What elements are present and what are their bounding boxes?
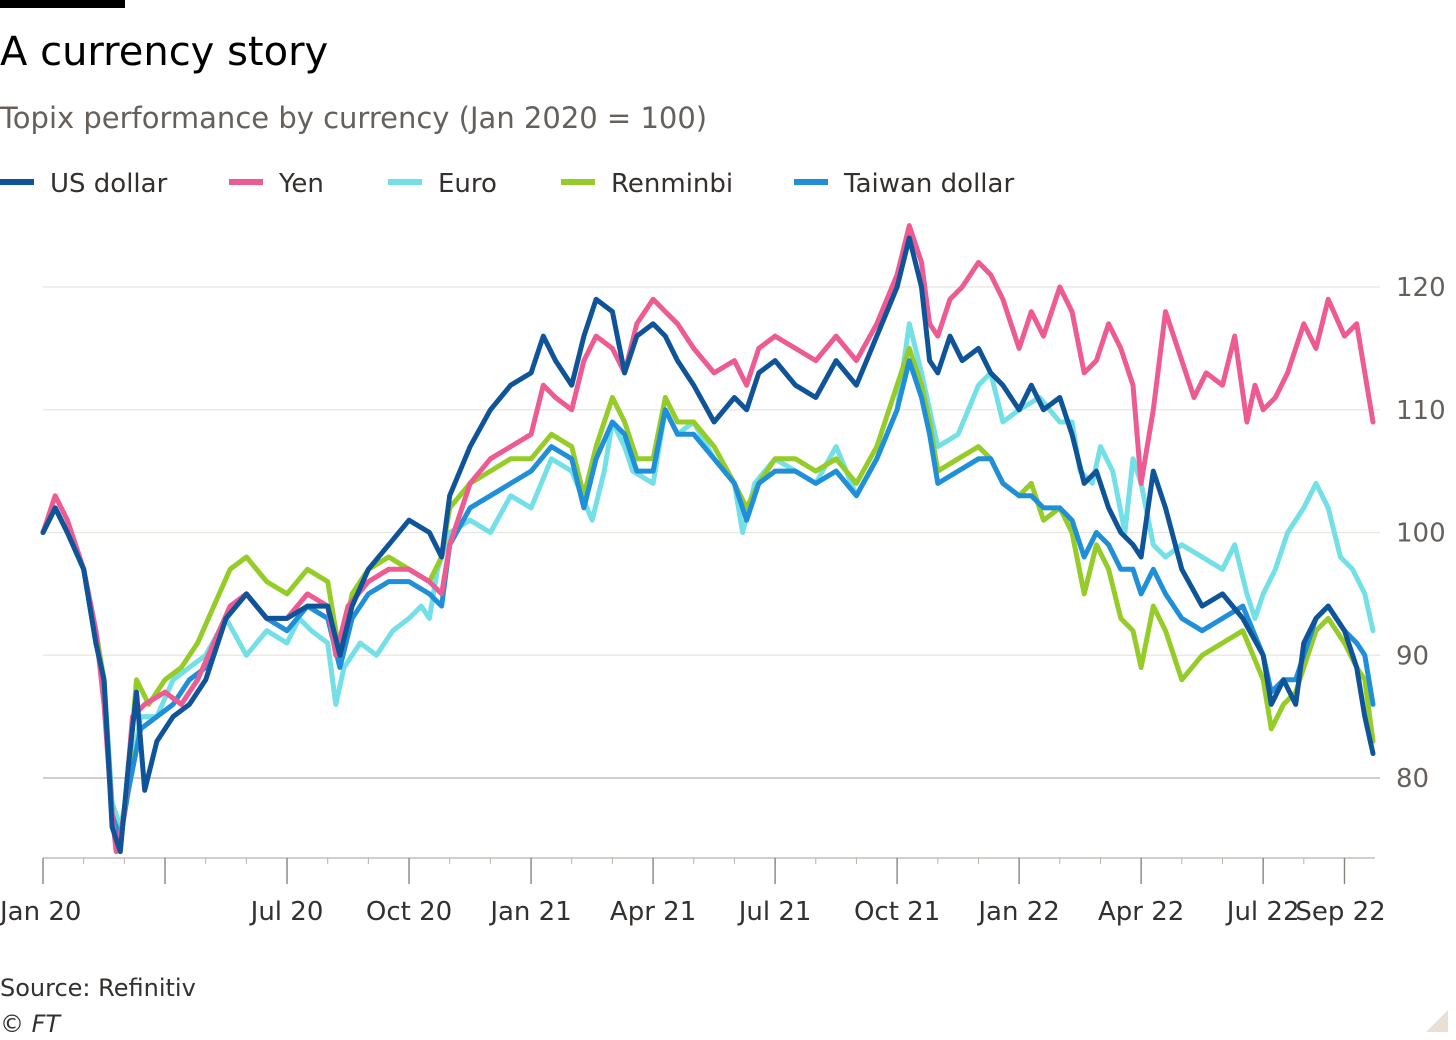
series-line-us-dollar (40, 235, 1376, 855)
legend-swatch-euro (388, 179, 422, 185)
x-tick-label: Jan 20 (0, 897, 81, 927)
x-tick-label: Jul 22 (1225, 897, 1300, 927)
x-tick-label: Jan 22 (976, 897, 1059, 927)
x-tick-label: Jul 20 (249, 897, 324, 927)
x-tick-label: Apr 22 (1098, 897, 1184, 927)
x-tick-label: Sep 22 (1295, 897, 1385, 927)
legend-label-euro: Euro (438, 169, 497, 199)
x-tick-label: Jan 21 (488, 897, 571, 927)
line-chart: Jan 20 Jul 20 Oct 20 Jan 21 Apr 21 Jul 21 Oct … (0, 223, 1446, 927)
legend-swatch-renminbi (561, 179, 595, 185)
legend-swatch-yen (229, 179, 263, 185)
y-tick-label: 110 (1396, 396, 1446, 426)
gridlines (43, 286, 1380, 779)
source-note: Source: Refinitiv (0, 974, 196, 1002)
chart-subtitle: Topix performance by currency (Jan 2020 … (0, 101, 708, 135)
chart-title: A currency story (0, 29, 329, 75)
legend-swatch-taiwan-dollar (794, 179, 828, 185)
series-line-euro (40, 321, 1376, 830)
x-tick-label: Oct 20 (366, 897, 452, 927)
brand-top-bar (0, 0, 125, 8)
x-tick-label: Oct 21 (854, 897, 940, 927)
corner-fold-icon (1426, 1010, 1448, 1032)
copyright-note: © FT (0, 1010, 61, 1038)
x-tick-label: Apr 21 (610, 897, 696, 927)
y-tick-label: 100 (1396, 519, 1446, 549)
legend-swatch-us-dollar (0, 179, 34, 185)
legend-label-us-dollar: US dollar (50, 169, 168, 199)
x-axis: Jan 20 Jul 20 Oct 20 Jan 21 Apr 21 Jul 21 Oct … (0, 857, 1386, 927)
legend-label-renminbi: Renminbi (611, 169, 734, 199)
y-axis-labels: 80 90 100 110 120 (1396, 273, 1446, 794)
y-tick-label: 120 (1396, 273, 1446, 303)
series-lines (40, 223, 1376, 855)
legend-label-taiwan-dollar: Taiwan dollar (844, 169, 1015, 199)
y-tick-label: 90 (1396, 641, 1429, 671)
x-tick-label: Jul 21 (737, 897, 812, 927)
legend-label-yen: Yen (279, 169, 324, 199)
y-tick-label: 80 (1396, 764, 1429, 794)
